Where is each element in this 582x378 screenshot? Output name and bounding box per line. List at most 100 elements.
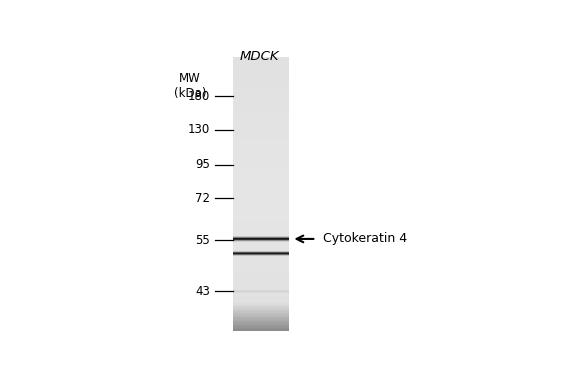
Bar — [233, 276, 289, 277]
Bar — [233, 243, 289, 245]
Bar — [233, 299, 289, 301]
Bar — [233, 316, 289, 317]
Bar — [233, 169, 289, 170]
Bar — [233, 309, 289, 310]
Bar — [233, 305, 289, 306]
Text: 130: 130 — [188, 123, 210, 136]
Bar — [233, 186, 289, 187]
Bar — [233, 287, 289, 288]
Bar — [233, 223, 289, 224]
Bar — [233, 288, 289, 290]
Bar — [233, 123, 289, 124]
Bar — [233, 231, 289, 232]
Bar — [233, 206, 289, 208]
Bar — [233, 94, 289, 95]
Bar — [233, 203, 289, 205]
Text: 43: 43 — [196, 285, 210, 298]
Bar — [233, 168, 289, 169]
Bar — [233, 194, 289, 195]
Bar — [233, 179, 289, 180]
Bar — [233, 295, 289, 296]
Bar — [233, 84, 289, 86]
Bar — [233, 221, 289, 223]
Bar — [233, 317, 289, 318]
Bar — [233, 58, 289, 60]
Bar — [233, 210, 289, 212]
Bar — [233, 120, 289, 121]
Bar — [233, 205, 289, 206]
Bar — [233, 127, 289, 128]
Bar — [233, 228, 289, 229]
Bar — [233, 188, 289, 190]
Bar — [233, 313, 289, 314]
Bar — [233, 61, 289, 62]
Bar — [233, 220, 289, 221]
Bar — [233, 138, 289, 139]
Bar — [233, 67, 289, 68]
Bar — [233, 109, 289, 110]
Bar — [233, 131, 289, 132]
Bar — [233, 320, 289, 321]
Bar — [233, 190, 289, 191]
Bar — [233, 97, 289, 98]
Bar — [233, 157, 289, 158]
Bar — [233, 180, 289, 181]
Bar — [233, 176, 289, 177]
Bar — [233, 318, 289, 320]
Bar — [233, 284, 289, 285]
Bar — [233, 279, 289, 280]
Bar — [233, 124, 289, 125]
Bar — [233, 238, 289, 239]
Bar — [233, 86, 289, 87]
Bar — [233, 292, 289, 294]
Bar — [233, 274, 289, 276]
Bar — [233, 135, 289, 136]
Bar — [233, 191, 289, 192]
Bar — [233, 302, 289, 303]
Bar — [233, 192, 289, 194]
Bar — [233, 314, 289, 316]
Bar — [233, 170, 289, 172]
Bar — [233, 76, 289, 77]
Bar — [233, 269, 289, 270]
Bar — [233, 195, 289, 197]
Bar — [233, 303, 289, 305]
Bar — [233, 119, 289, 120]
Bar — [233, 324, 289, 325]
Bar — [233, 184, 289, 186]
Bar — [233, 209, 289, 210]
Bar — [233, 72, 289, 73]
Bar — [233, 141, 289, 142]
Bar — [233, 224, 289, 225]
Bar — [233, 227, 289, 228]
Bar — [233, 125, 289, 127]
Bar — [233, 158, 289, 160]
Bar — [233, 253, 289, 254]
Bar — [233, 62, 289, 64]
Bar — [233, 80, 289, 82]
Bar — [233, 101, 289, 102]
Bar — [233, 112, 289, 113]
Bar — [233, 240, 289, 242]
Bar — [233, 212, 289, 213]
Bar — [233, 290, 289, 291]
Bar — [233, 106, 289, 108]
Bar — [233, 104, 289, 105]
Bar — [233, 321, 289, 322]
Bar — [233, 117, 289, 119]
Bar — [233, 199, 289, 201]
Bar — [233, 154, 289, 155]
Text: 95: 95 — [196, 158, 210, 171]
Bar — [233, 235, 289, 236]
Bar — [233, 116, 289, 117]
Bar — [233, 79, 289, 80]
Bar — [233, 251, 289, 253]
Bar — [233, 247, 289, 248]
Text: 55: 55 — [196, 234, 210, 247]
Bar — [233, 136, 289, 138]
Bar — [233, 248, 289, 250]
Bar — [233, 208, 289, 209]
Bar — [233, 283, 289, 284]
Bar — [233, 213, 289, 214]
Bar — [233, 132, 289, 133]
